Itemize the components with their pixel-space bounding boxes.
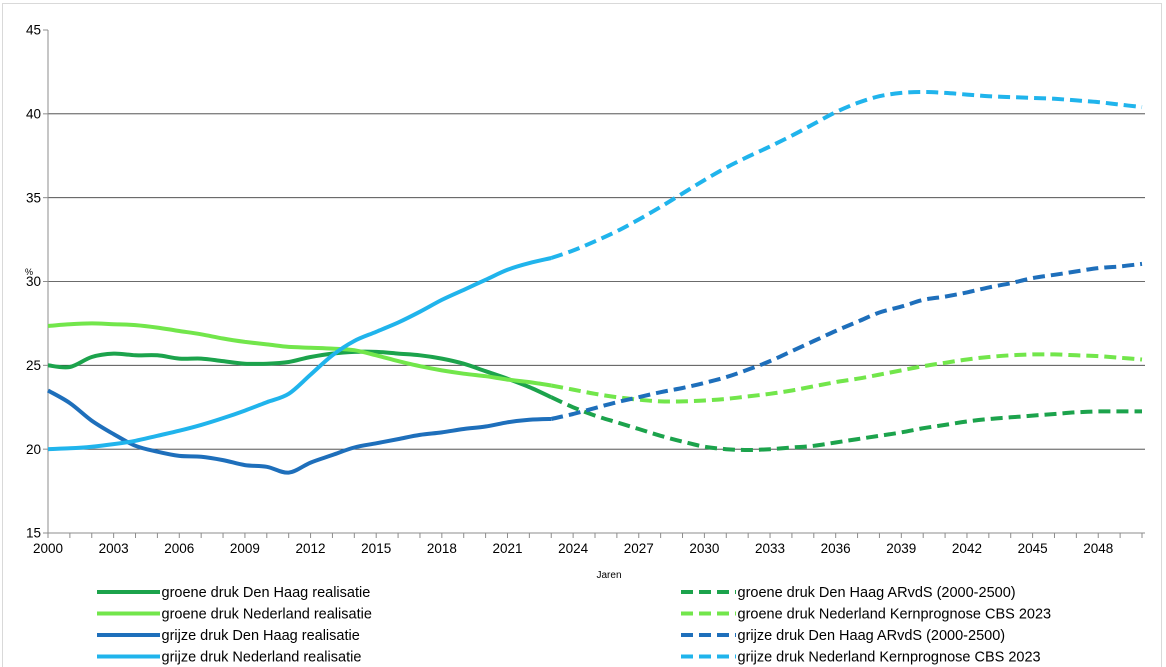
legend-label: grijze druk Den Haag realisatie [162,628,360,644]
legend-label: grijze druk Den Haag ARvdS (2000-2500) [738,628,1006,644]
series-line [550,352,1143,404]
y-tick-label: 45 [26,23,41,38]
y-gridlines [48,113,1145,450]
legend-label: groene druk Den Haag realisatie [162,585,371,601]
legend: groene druk Den Haag realisatie groene dr… [97,585,1051,666]
x-tick-label: 2033 [755,541,785,556]
series-line [46,388,552,475]
x-axis-ticks: 2000 2003 2006 2009 2012 2015 2018 2021 2024 2027… [33,533,1143,556]
series-line [550,261,1143,421]
y-tick-label: 35 [26,190,41,205]
y-tick-label: 30 [26,274,41,289]
x-tick-label: 2042 [952,541,982,556]
legend-label: grijze druk Nederland realisatie [162,650,362,666]
x-tick-label: 2012 [296,541,326,556]
x-tick-label: 2030 [689,541,719,556]
legend-item: grijze druk Den Haag ARvdS (2000-2500) [681,628,1005,644]
y-tick-label: 25 [26,358,41,373]
y-axis-ticks: 15 20 25 30 35 40 45 [26,23,48,541]
legend-label: groene druk Den Haag ARvdS (2000-2500) [738,585,1016,601]
x-tick-label: 2015 [361,541,391,556]
legend-label: groene druk Nederland realisatie [162,607,372,623]
legend-item: groene druk Den Haag ARvdS (2000-2500) [681,585,1016,601]
series-line [550,90,1143,260]
x-tick-label: 2003 [99,541,129,556]
x-tick-label: 2000 [33,541,63,556]
legend-item: groene druk Nederland realisatie [97,607,372,623]
legend-item: grijze druk Nederland realisatie [97,650,361,666]
legend-item: groene druk Nederland Kernprognose CBS 2… [681,607,1051,623]
y-axis-title: % [25,267,33,277]
y-tick-label: 40 [26,106,41,121]
x-tick-label: 2018 [427,541,457,556]
y-tick-label: 15 [26,526,41,541]
series-line [47,349,553,400]
series-line [550,395,1142,452]
series-line [47,321,552,388]
chart-border [2,3,1162,667]
x-tick-label: 2006 [164,541,194,556]
legend-label: groene druk Nederland Kernprognose CBS 2… [738,607,1052,623]
legend-item: grijze druk Den Haag realisatie [97,628,360,644]
x-tick-label: 2045 [1018,541,1048,556]
legend-item: grijze druk Nederland Kernprognose CBS 2… [681,650,1041,666]
x-tick-label: 2009 [230,541,260,556]
x-tick-label: 2036 [821,541,851,556]
series-line [47,256,552,452]
x-tick-label: 2027 [624,541,654,556]
x-axis-title: Jaren [596,570,621,581]
legend-label: grijze druk Nederland Kernprognose CBS 2… [738,650,1041,666]
x-tick-label: 2039 [886,541,916,556]
legend-item: groene druk Den Haag realisatie [97,585,370,601]
x-tick-label: 2021 [492,541,522,556]
x-tick-label: 2048 [1083,541,1113,556]
series-lines [46,90,1143,475]
y-tick-label: 20 [26,442,41,457]
x-tick-label: 2024 [558,541,589,556]
